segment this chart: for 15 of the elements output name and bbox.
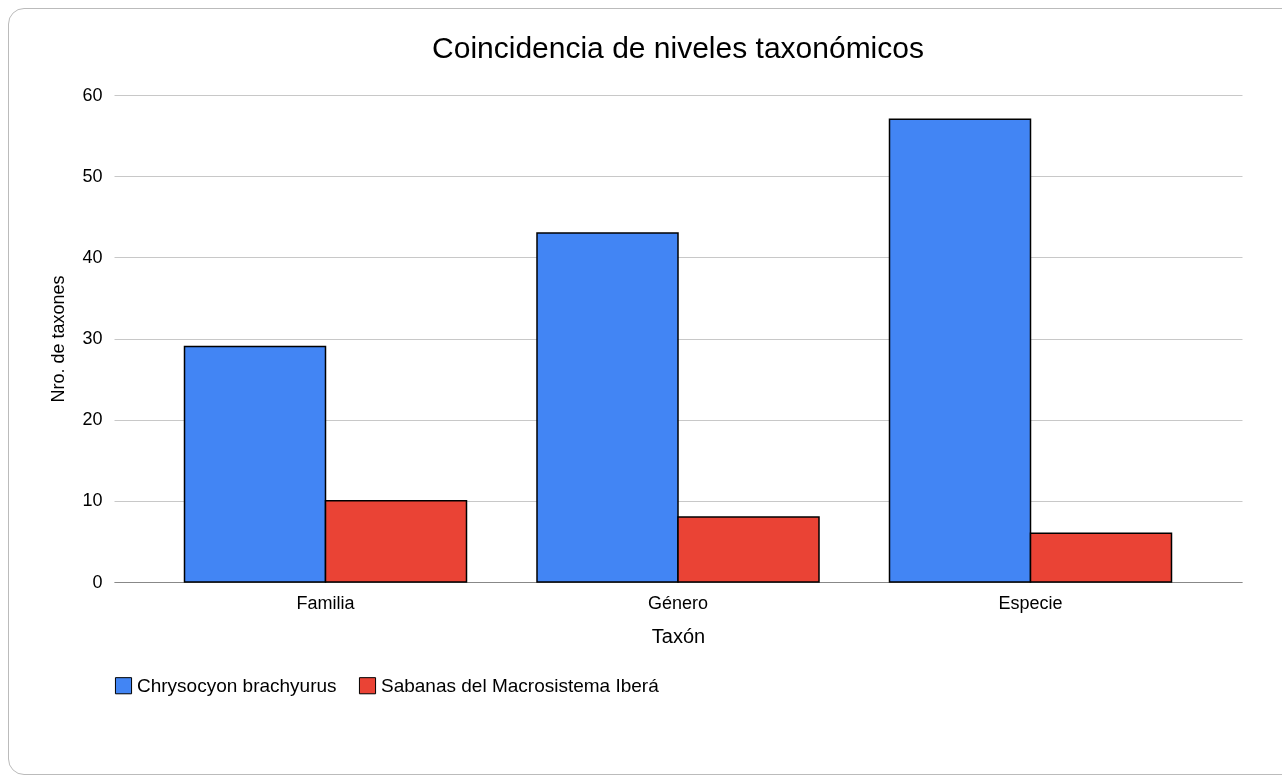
y-tick-label: 30 — [82, 328, 103, 348]
y-axis-title: Nro. de taxones — [48, 275, 69, 403]
x-tick-label: Familia — [296, 592, 356, 613]
x-tick-label: Especie — [998, 592, 1063, 613]
y-tick-label: 60 — [82, 84, 103, 105]
y-tick-label: 40 — [82, 246, 103, 267]
x-axis-title: Taxón — [651, 624, 706, 647]
y-tick-label: 20 — [82, 409, 103, 430]
legend-label: Chrysocyon brachyurus — [137, 674, 337, 696]
chart-title: Coincidencia de niveles taxonómicos — [432, 31, 924, 64]
y-tick-label: 50 — [82, 165, 103, 186]
x-tick-label: Género — [647, 592, 709, 613]
legend-label: Sabanas del Macrosistema Iberá — [381, 674, 660, 696]
y-tick-label: 10 — [82, 490, 103, 511]
y-tick-label: 0 — [92, 571, 103, 592]
